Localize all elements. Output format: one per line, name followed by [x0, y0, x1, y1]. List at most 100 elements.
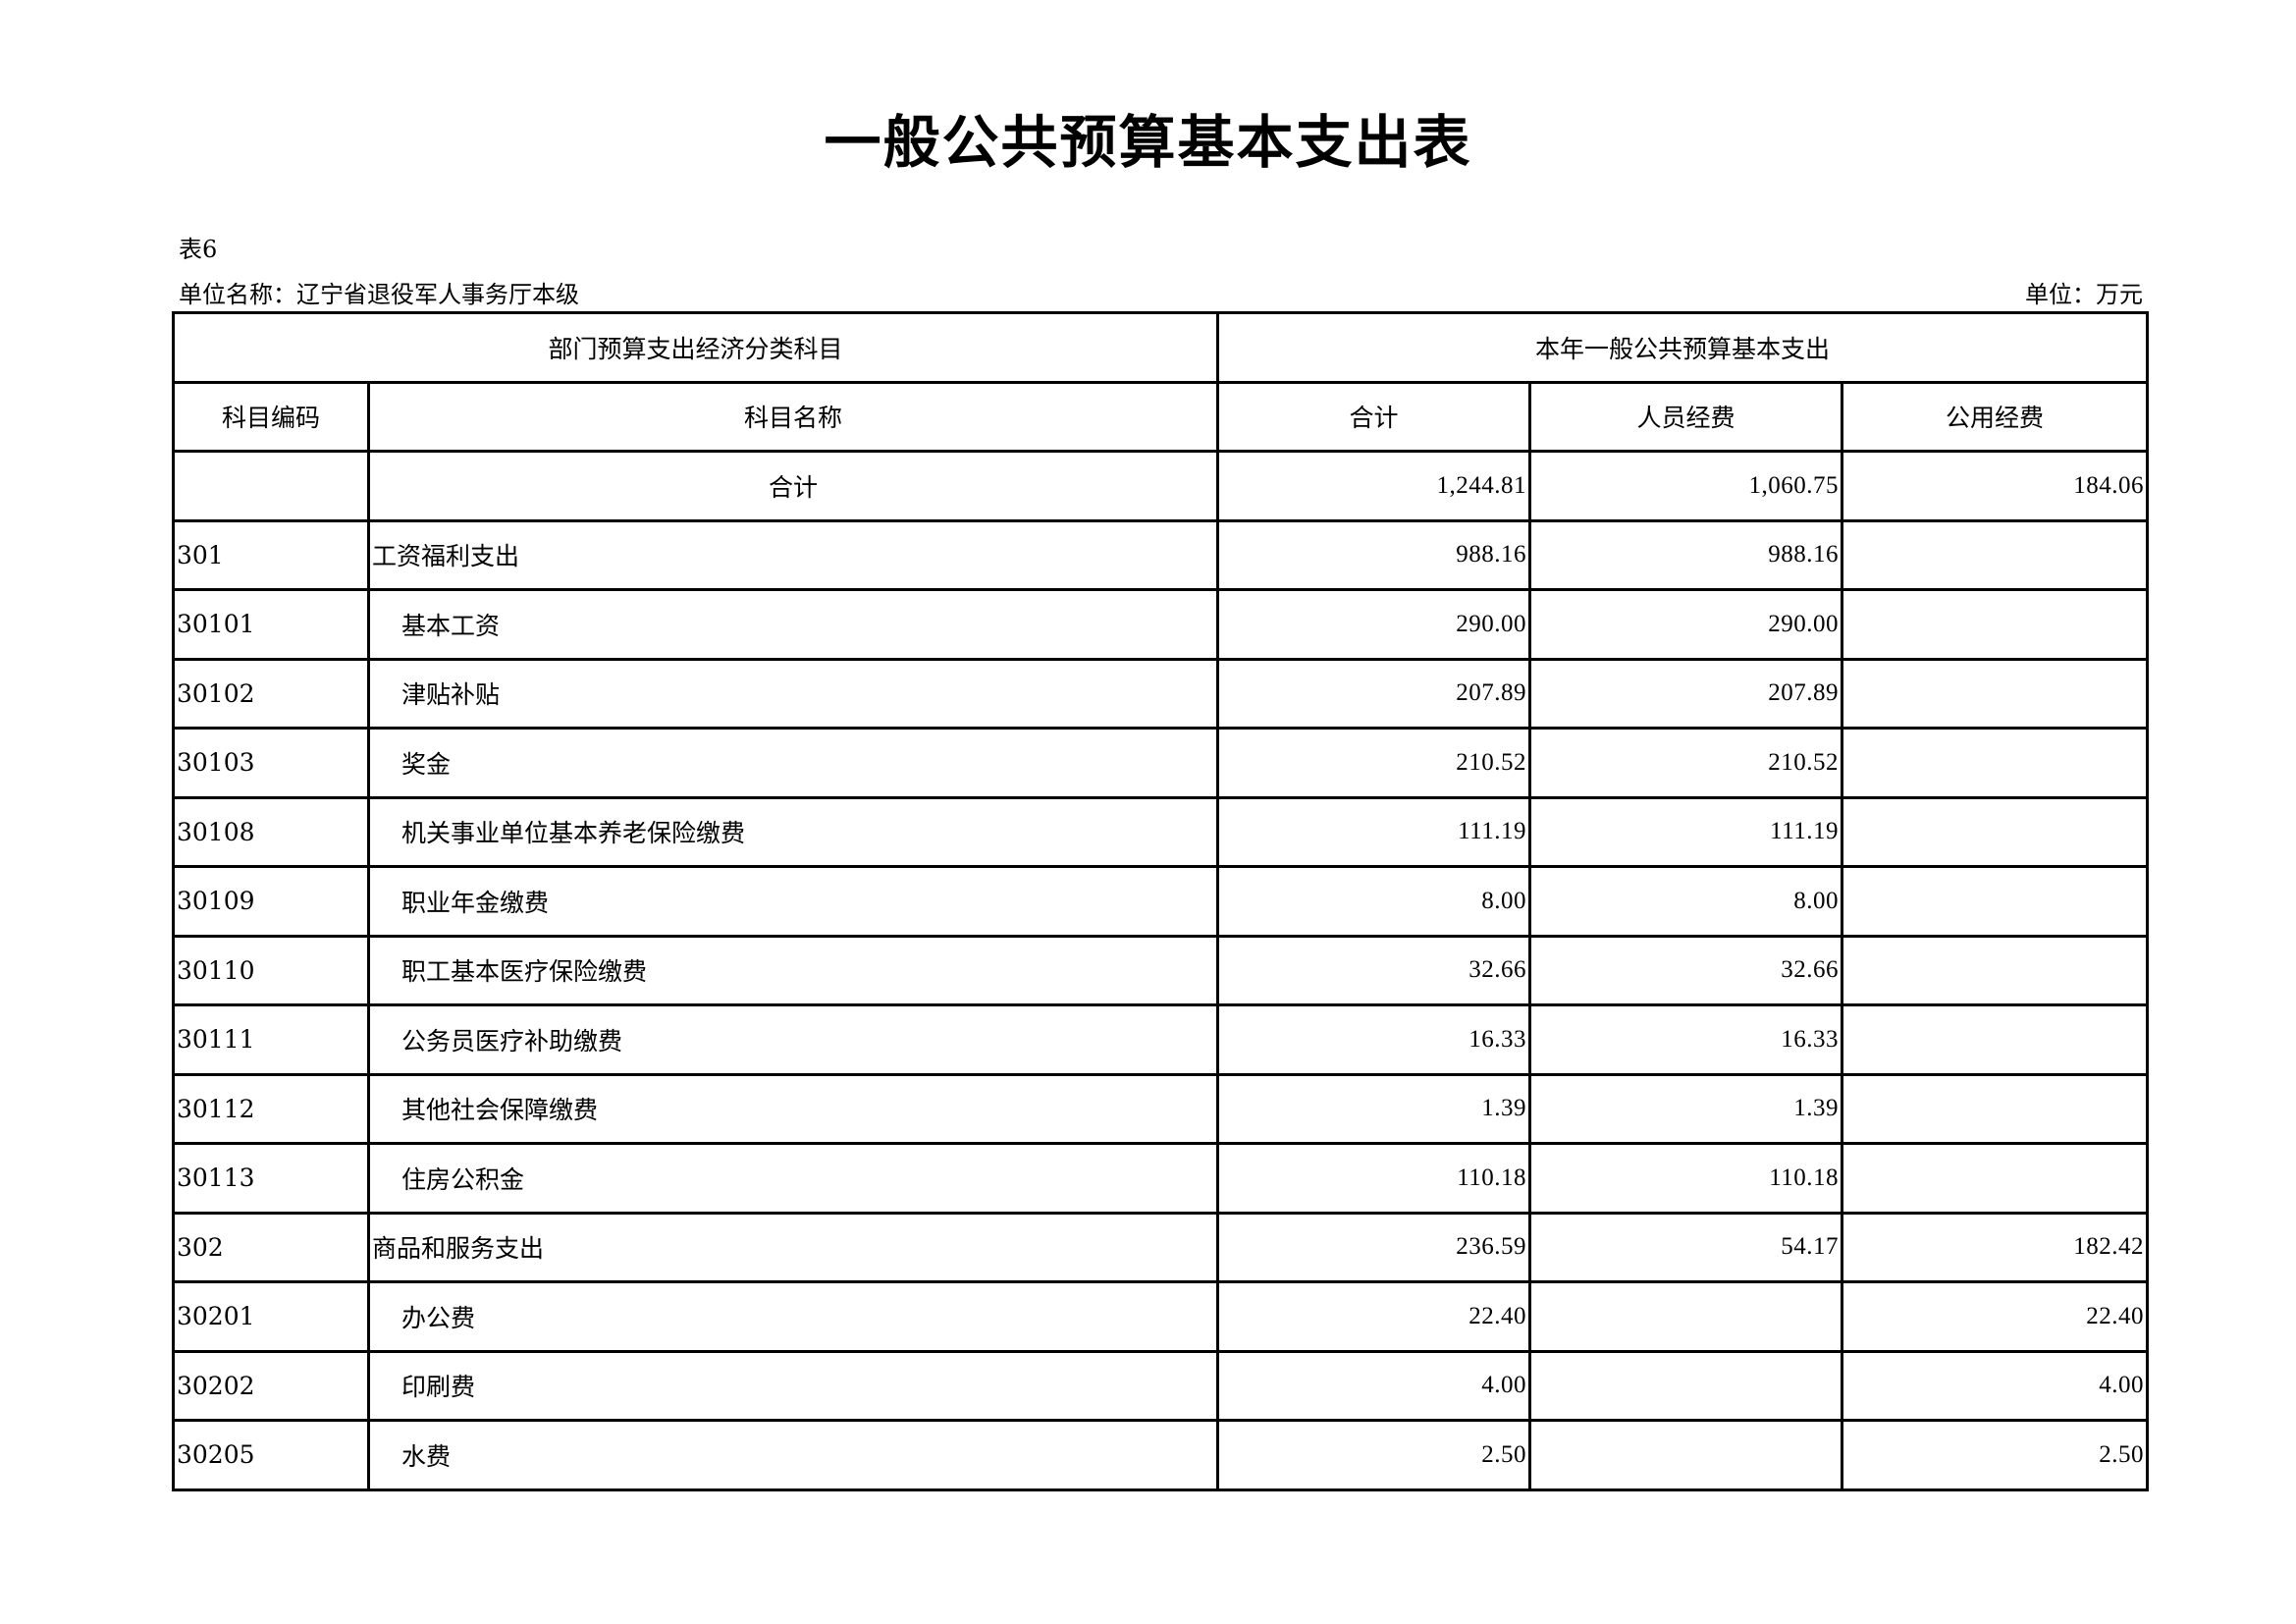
table-row: 30201 办公费 22.40 22.40	[172, 1280, 2150, 1353]
cell-public	[1841, 1003, 2150, 1076]
cell-public: 4.00	[1841, 1349, 2150, 1422]
cell-name: 津贴补贴	[366, 657, 1220, 730]
header-public: 公用经费	[1841, 380, 2150, 453]
cell-total: 1.39	[1216, 1072, 1532, 1145]
cell-code: 30201	[172, 1280, 370, 1353]
table-row: 302 商品和服务支出 236.59 54.17 182.42	[172, 1211, 2150, 1283]
cell-total: 4.00	[1216, 1349, 1532, 1422]
cell-code: 30202	[172, 1349, 370, 1422]
table-row: 30113 住房公积金 110.18 110.18	[172, 1142, 2150, 1215]
cell-code: 30103	[172, 727, 370, 799]
cell-personnel: 988.16	[1528, 518, 1844, 591]
cell-total: 290.00	[1216, 588, 1532, 661]
cell-total: 111.19	[1216, 795, 1532, 868]
table-row: 30110 职工基本医疗保险缴费 32.66 32.66	[172, 934, 2150, 1006]
cell-code: 30205	[172, 1419, 370, 1491]
table-row: 30111 公务员医疗补助缴费 16.33 16.33	[172, 1003, 2150, 1076]
cell-total: 110.18	[1216, 1142, 1532, 1215]
cell-total: 32.66	[1216, 934, 1532, 1006]
cell-public	[1841, 657, 2150, 730]
cell-personnel: 290.00	[1528, 588, 1844, 661]
cell-personnel: 207.89	[1528, 657, 1844, 730]
table-row: 301 工资福利支出 988.16 988.16	[172, 518, 2150, 591]
cell-code: 30111	[172, 1003, 370, 1076]
cell-code: 30101	[172, 588, 370, 661]
cell-code: 30113	[172, 1142, 370, 1215]
cell-name: 办公费	[366, 1280, 1220, 1353]
cell-name: 其他社会保障缴费	[366, 1072, 1220, 1145]
cell-public: 2.50	[1841, 1419, 2150, 1491]
budget-table: 部门预算支出经济分类科目 本年一般公共预算基本支出 科目编码 科目名称 合计 人…	[171, 311, 2150, 1491]
cell-personnel: 110.18	[1528, 1142, 1844, 1215]
table-row: 30109 职业年金缴费 8.00 8.00	[172, 865, 2150, 938]
cell-total: 22.40	[1216, 1280, 1532, 1353]
cell-name: 基本工资	[366, 588, 1220, 661]
cell-public	[1841, 865, 2150, 938]
table-row: 30103 奖金 210.52 210.52	[172, 727, 2150, 799]
cell-code	[172, 450, 370, 522]
unit-name: 单位名称：辽宁省退役军人事务厅本级	[179, 281, 579, 308]
cell-public	[1841, 1072, 2150, 1145]
cell-total: 210.52	[1216, 727, 1532, 799]
cell-code: 302	[172, 1211, 370, 1283]
table-number: 表6	[179, 236, 218, 263]
cell-code: 30102	[172, 657, 370, 730]
cell-total: 1,244.81	[1216, 450, 1532, 522]
cell-name: 机关事业单位基本养老保险缴费	[366, 795, 1220, 868]
cell-name: 职业年金缴费	[366, 865, 1220, 938]
header-row: 科目编码 科目名称 合计 人员经费 公用经费	[172, 380, 2150, 453]
cell-personnel: 1,060.75	[1528, 450, 1844, 522]
cell-personnel: 32.66	[1528, 934, 1844, 1006]
cell-name: 合计	[366, 450, 1220, 522]
cell-personnel: 1.39	[1528, 1072, 1844, 1145]
table-body: 合计 1,244.81 1,060.75 184.06 301 工资福利支出 988.16 9…	[172, 450, 2150, 1491]
cell-personnel: 111.19	[1528, 795, 1844, 868]
table-row: 30202 印刷费 4.00 4.00	[172, 1349, 2150, 1422]
cell-name: 奖金	[366, 727, 1220, 799]
cell-public	[1841, 934, 2150, 1006]
cell-name: 商品和服务支出	[366, 1211, 1220, 1283]
cell-public	[1841, 518, 2150, 591]
cell-name: 印刷费	[366, 1349, 1220, 1422]
cell-name: 水费	[366, 1419, 1220, 1491]
table-row: 30108 机关事业单位基本养老保险缴费 111.19 111.19	[172, 795, 2150, 868]
header-personnel: 人员经费	[1528, 380, 1844, 453]
table-row: 30102 津贴补贴 207.89 207.89	[172, 657, 2150, 730]
cell-public: 22.40	[1841, 1280, 2150, 1353]
cell-public: 182.42	[1841, 1211, 2150, 1283]
table-row: 30112 其他社会保障缴费 1.39 1.39	[172, 1072, 2150, 1145]
cell-code: 30112	[172, 1072, 370, 1145]
cell-total: 16.33	[1216, 1003, 1532, 1076]
header-total: 合计	[1216, 380, 1532, 453]
cell-total: 2.50	[1216, 1419, 1532, 1491]
currency-unit: 单位：万元	[2025, 281, 2143, 308]
cell-personnel: 54.17	[1528, 1211, 1844, 1283]
cell-public	[1841, 1142, 2150, 1215]
cell-code: 30108	[172, 795, 370, 868]
cell-code: 30109	[172, 865, 370, 938]
header-group-row: 部门预算支出经济分类科目 本年一般公共预算基本支出	[171, 311, 2150, 384]
page-title: 一般公共预算基本支出表	[824, 109, 1472, 176]
cell-total: 988.16	[1216, 518, 1532, 591]
cell-personnel: 16.33	[1528, 1003, 1844, 1076]
cell-total: 8.00	[1216, 865, 1532, 938]
header-code: 科目编码	[172, 380, 370, 453]
cell-personnel: 210.52	[1528, 727, 1844, 799]
cell-code: 30110	[172, 934, 370, 1006]
cell-name: 公务员医疗补助缴费	[366, 1003, 1220, 1076]
cell-name: 职工基本医疗保险缴费	[366, 934, 1220, 1006]
cell-public: 184.06	[1841, 450, 2150, 522]
table-row: 30101 基本工资 290.00 290.00	[172, 588, 2150, 661]
header-group-right: 本年一般公共预算基本支出	[1216, 311, 2150, 384]
cell-name: 工资福利支出	[366, 518, 1220, 591]
header-group-left: 部门预算支出经济分类科目	[171, 311, 1220, 384]
cell-public	[1841, 588, 2150, 661]
cell-personnel	[1528, 1280, 1844, 1353]
cell-personnel	[1528, 1419, 1844, 1491]
table-row: 合计 1,244.81 1,060.75 184.06	[172, 450, 2150, 522]
cell-public	[1841, 795, 2150, 868]
cell-public	[1841, 727, 2150, 799]
cell-personnel: 8.00	[1528, 865, 1844, 938]
table-row: 30205 水费 2.50 2.50	[172, 1419, 2150, 1491]
cell-personnel	[1528, 1349, 1844, 1422]
